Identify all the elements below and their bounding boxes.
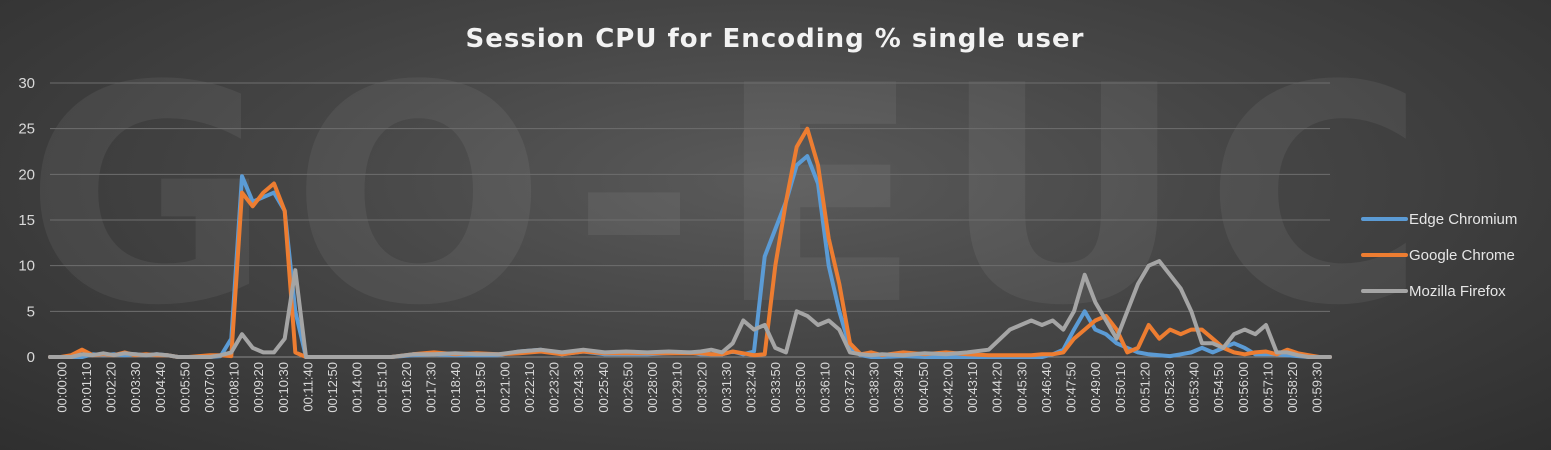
x-tick-label: 00:24:30 [571,362,586,413]
x-tick-label: 00:14:00 [350,362,365,413]
legend-entry: Mozilla Firefox [1409,283,1506,300]
x-tick-label: 00:17:30 [424,362,439,413]
x-tick-label: 00:22:10 [522,362,537,413]
y-tick-label: 0 [27,349,35,366]
x-tick-label: 00:35:00 [793,362,808,413]
legend: Edge Chromium Google Chrome Mozilla Firefo… [1361,211,1517,300]
gridlines [50,82,1330,358]
x-tick-label: 00:28:00 [645,362,660,413]
y-tick-label: 5 [27,303,35,320]
x-tick-label: 00:11:40 [300,362,315,412]
x-axis: 00:00:00 00:01:10 00:02:20 00:03:30 00:04:40… [54,362,1324,413]
y-tick-label: 20 [18,166,35,183]
x-tick-label: 00:40:50 [916,362,931,413]
x-tick-label: 00:51:20 [1137,362,1152,413]
x-tick-label: 00:47:50 [1064,362,1079,413]
x-tick-label: 00:45:30 [1014,362,1029,413]
x-tick-label: 00:07:00 [202,362,217,413]
x-tick-label: 00:21:00 [497,362,512,413]
x-tick-label: 00:36:10 [817,362,832,413]
y-tick-label: 25 [18,121,35,138]
x-tick-label: 00:43:10 [965,362,980,413]
chart-title: Session CPU for Encoding % single user [466,24,1085,54]
x-tick-label: 00:05:50 [177,362,192,413]
x-tick-label: 00:59:30 [1310,362,1325,413]
x-tick-label: 00:42:00 [940,362,955,413]
x-tick-label: 00:29:10 [670,362,685,413]
x-tick-label: 00:23:20 [547,362,562,413]
x-tick-label: 00:10:30 [276,362,291,413]
legend-entry: Google Chrome [1409,247,1515,264]
x-tick-label: 00:16:20 [399,362,414,413]
x-tick-label: 00:44:20 [990,362,1005,413]
x-tick-label: 00:00:00 [54,362,69,413]
x-tick-label: 00:30:20 [694,362,709,413]
x-tick-label: 00:26:50 [620,362,635,413]
x-tick-label: 00:08:10 [227,362,242,413]
y-tick-label: 30 [18,75,35,92]
x-tick-label: 00:33:50 [768,362,783,413]
x-tick-label: 00:58:20 [1285,362,1300,413]
watermark: GO-EUC [25,22,1445,371]
x-tick-label: 00:19:50 [473,362,488,413]
x-tick-label: 00:49:00 [1088,362,1103,413]
x-tick-label: 00:32:40 [744,362,759,413]
x-tick-label: 00:15:10 [374,362,389,413]
x-tick-label: 00:25:40 [596,362,611,413]
plot-area [48,126,1332,359]
x-tick-label: 00:04:40 [153,362,168,413]
x-tick-label: 00:46:40 [1039,362,1054,413]
x-tick-label: 00:02:20 [104,362,119,413]
x-tick-label: 00:12:50 [325,362,340,413]
x-tick-label: 00:50:10 [1113,362,1128,413]
legend-entry: Edge Chromium [1409,211,1517,228]
x-tick-label: 00:03:30 [128,362,143,413]
x-tick-label: 00:01:10 [79,362,94,413]
x-tick-label: 00:56:00 [1236,362,1251,413]
x-tick-label: 00:18:40 [448,362,463,413]
x-tick-label: 00:38:30 [867,362,882,413]
x-tick-label: 00:52:30 [1162,362,1177,413]
series-line-mozilla-firefox [48,259,1332,359]
x-tick-label: 00:39:40 [891,362,906,413]
x-tick-label: 00:09:20 [251,362,266,413]
y-tick-label: 10 [18,258,35,275]
x-tick-label: 00:53:40 [1187,362,1202,413]
x-tick-label: 00:54:50 [1211,362,1226,413]
y-axis: 0 5 10 15 20 25 30 [18,75,35,366]
y-tick-label: 15 [18,212,35,229]
x-tick-label: 00:31:30 [719,362,734,413]
x-tick-label: 00:37:20 [842,362,857,413]
x-tick-label: 00:57:10 [1260,362,1275,413]
